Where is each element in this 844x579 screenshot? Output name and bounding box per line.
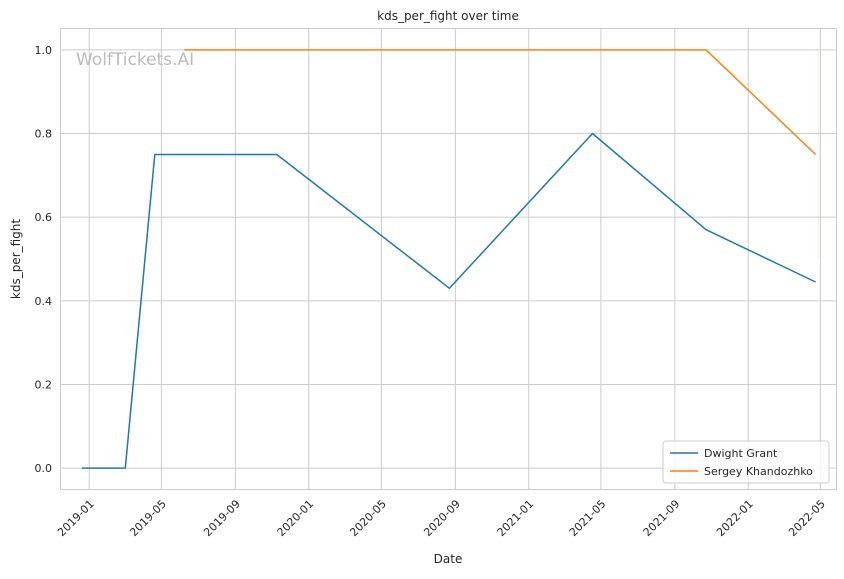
legend-box <box>662 440 830 484</box>
series <box>81 49 820 469</box>
chart-title: kds_per_fight over time <box>377 9 519 23</box>
x-axis-label: Date <box>434 552 463 566</box>
watermark: WolfTickets.AI <box>76 50 194 70</box>
data-point-dwight-grant <box>276 154 278 156</box>
series-line-sergey-khandozhko <box>184 49 817 156</box>
plot-frame <box>60 28 837 490</box>
data-point-dwight-grant <box>592 133 594 135</box>
y-axis-ticks: 0.0 0.2 0.4 0.6 0.8 1.0 <box>35 44 53 475</box>
y-tick-label: 0.2 <box>35 378 53 391</box>
y-tick-label: 1.0 <box>35 44 53 57</box>
y-axis-label: kds_per_fight <box>9 219 23 300</box>
y-tick-label: 0.8 <box>35 128 53 141</box>
y-tick-label: 0.6 <box>35 211 53 224</box>
data-point-dwight-grant <box>705 229 707 231</box>
data-point-dwight-grant <box>815 281 817 283</box>
data-point-sergey-khandozhko <box>183 49 185 51</box>
data-point-dwight-grant <box>81 467 83 469</box>
legend-label-sergey-khandozhko: Sergey Khandozhko <box>704 465 813 478</box>
series-line-dwight-grant <box>82 132 816 469</box>
data-point-dwight-grant <box>449 287 451 289</box>
legend-label-dwight-grant: Dwight Grant <box>704 447 778 460</box>
data-point-sergey-khandozhko <box>815 154 817 156</box>
y-tick-label: 0.4 <box>35 295 53 308</box>
data-point-dwight-grant <box>154 154 156 156</box>
data-point-dwight-grant <box>125 467 127 469</box>
data-point-sergey-khandozhko <box>705 49 707 51</box>
y-tick-label: 0.0 <box>35 462 53 475</box>
legend: Dwight Grant Sergey Khandozhko <box>662 440 830 484</box>
